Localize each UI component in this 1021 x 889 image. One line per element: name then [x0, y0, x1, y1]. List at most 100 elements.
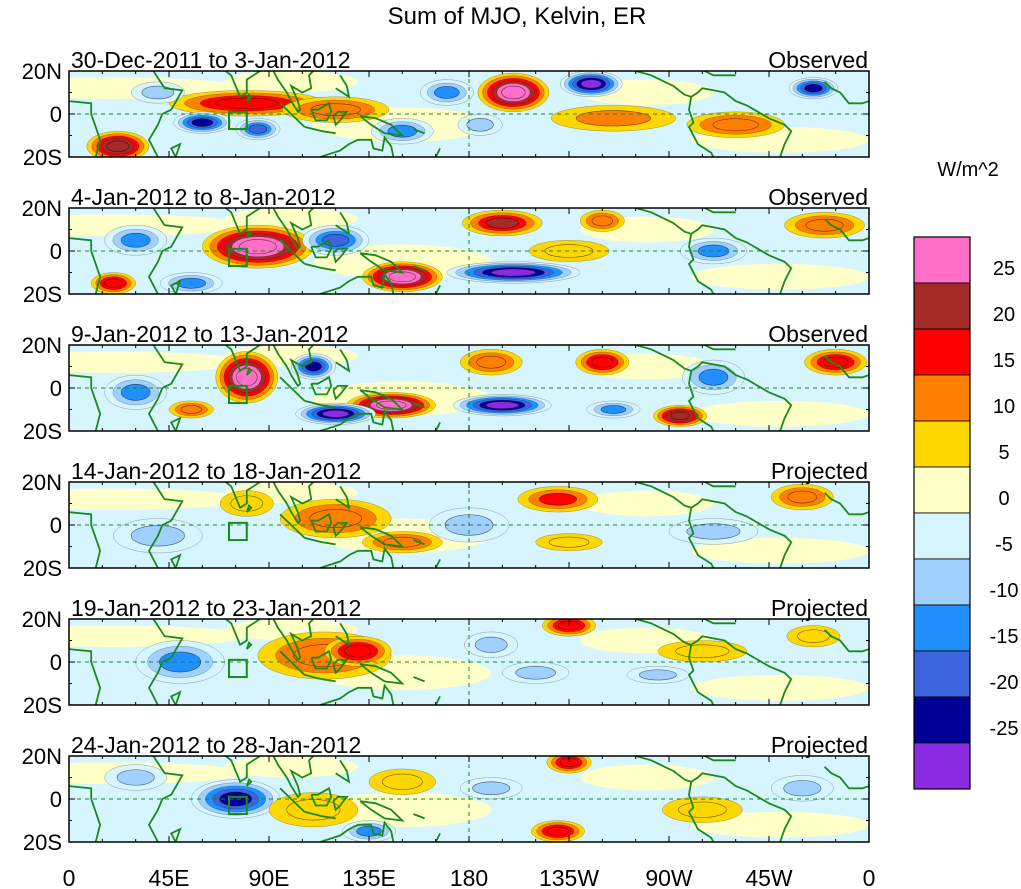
colorbar-tick-label: -20	[990, 672, 1019, 694]
coastline	[69, 511, 102, 568]
anomaly-contour	[120, 383, 151, 401]
coastline	[687, 644, 715, 705]
anomaly-contour	[224, 71, 358, 93]
anomaly-contour	[501, 85, 526, 100]
colorbar-swatch	[913, 374, 971, 422]
coastline	[359, 800, 405, 822]
coastline	[279, 513, 306, 539]
colorbar-swatch	[913, 420, 971, 468]
anomaly-contour	[591, 215, 614, 227]
y-tick-label: 20S	[23, 145, 62, 170]
anomaly-contour	[219, 791, 252, 807]
colorbar-swatch	[913, 650, 971, 698]
colorbar-tick-label: -5	[995, 534, 1013, 556]
anomaly-contour	[472, 781, 511, 795]
anomaly-contour	[546, 826, 569, 836]
coastline	[687, 370, 715, 431]
coastlines	[69, 208, 869, 294]
coastline	[310, 238, 333, 259]
coastline	[147, 71, 184, 157]
panel-period-label: 14-Jan-2012 to 18-Jan-2012	[71, 458, 361, 484]
x-tick-label: 0	[863, 865, 876, 889]
coastline	[319, 820, 395, 842]
x-axis: 0 45E 90E 135E 180 135W 90W 45W 0	[63, 865, 876, 889]
colorbar-tick-label: -15	[990, 626, 1019, 648]
coastline	[245, 230, 253, 239]
panel-status-label: Observed	[768, 184, 868, 210]
panel-status-label: Projected	[771, 458, 868, 484]
x-tick-label: 45W	[745, 865, 793, 889]
anomaly-contour	[691, 537, 869, 564]
anomaly-contour	[538, 492, 577, 506]
coastline	[272, 619, 315, 662]
anomaly-contour	[783, 780, 822, 797]
anomaly-field	[69, 71, 869, 157]
region-box	[228, 110, 248, 131]
anomaly-contour	[691, 400, 869, 427]
coastline	[635, 756, 793, 842]
panel-ticks	[68, 481, 870, 569]
coastline	[147, 208, 184, 294]
coastline	[310, 101, 333, 122]
anomaly-contour	[580, 79, 602, 89]
coastline	[702, 345, 736, 351]
anomaly-contour	[797, 629, 830, 643]
anomaly-contour	[466, 118, 494, 132]
coastline	[245, 640, 253, 650]
y-tick-label: 20S	[23, 419, 62, 444]
coastline	[335, 348, 351, 373]
anomaly-contour	[248, 124, 268, 134]
colorbar-tick-label: 20	[993, 304, 1015, 326]
y-tick-label: 20N	[22, 607, 62, 632]
anomaly-contour	[215, 97, 279, 109]
colorbar-tick-label: 5	[998, 442, 1009, 464]
coastline	[434, 695, 441, 705]
coastline	[434, 284, 441, 294]
anomaly-contour	[322, 409, 350, 418]
colorbar-swatch	[913, 282, 971, 330]
coastline	[332, 522, 349, 538]
coastline	[310, 512, 333, 533]
coastlines	[69, 482, 869, 568]
anomaly-contour	[515, 665, 556, 680]
coastline	[335, 485, 351, 510]
panel: 20N 0 20S 4-Jan-2012 to 8-Jan-2012 Observed	[22, 184, 870, 307]
panel-status-label: Projected	[771, 732, 868, 758]
coastline	[823, 766, 869, 790]
colorbar-tick-label: 15	[993, 350, 1015, 372]
panel-ticks	[68, 70, 870, 158]
anomaly-contour	[224, 208, 358, 230]
coastline	[335, 622, 351, 647]
panel: 20N 0 20S 19-Jan-2012 to 23-Jan-2012 Project…	[22, 595, 870, 718]
panel-period-label: 19-Jan-2012 to 23-Jan-2012	[71, 595, 361, 621]
coastline	[702, 482, 736, 488]
coastline	[279, 239, 306, 265]
anomaly-contour	[69, 351, 247, 373]
coastline	[245, 366, 253, 376]
anomaly-field	[69, 208, 869, 294]
coastline	[823, 492, 869, 516]
chart-title: Sum of MJO, Kelvin, ER	[388, 3, 647, 30]
coastline	[319, 546, 395, 568]
colorbar-swatch	[913, 604, 971, 652]
coastline	[413, 128, 425, 135]
colorbar-tick-label: -25	[990, 718, 1019, 740]
anomaly-contour	[686, 523, 741, 540]
coastline	[687, 781, 715, 842]
coastline	[359, 389, 405, 411]
coastline	[69, 237, 102, 294]
coastline	[335, 211, 351, 236]
panel-ticks	[68, 344, 870, 432]
y-tick-label: 20N	[22, 59, 62, 84]
coastline	[169, 142, 182, 157]
anomaly-contour	[309, 509, 362, 528]
coastline	[169, 416, 182, 431]
anomaly-contour	[485, 401, 519, 410]
anomaly-contour	[591, 356, 614, 368]
coastline	[413, 539, 425, 546]
coastline	[635, 71, 793, 157]
coastline	[147, 619, 184, 705]
x-tick-label: 90W	[645, 865, 693, 889]
coastline	[635, 482, 793, 568]
coastline	[702, 619, 736, 625]
